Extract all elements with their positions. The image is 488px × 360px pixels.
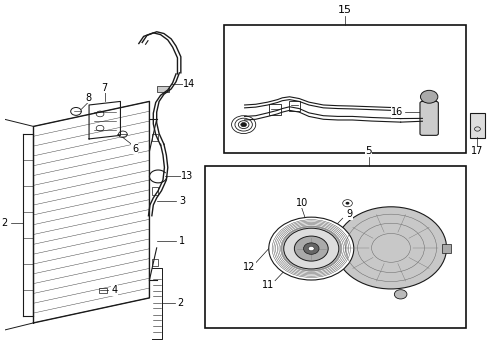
Text: 8: 8 (85, 93, 91, 103)
Text: 16: 16 (390, 107, 403, 117)
Text: 17: 17 (470, 147, 483, 157)
Bar (99, 288, 107, 293)
Text: 3: 3 (179, 197, 185, 206)
Text: 6: 6 (132, 144, 138, 154)
FancyBboxPatch shape (469, 113, 484, 138)
Bar (156, 86, 168, 93)
Text: 2: 2 (1, 218, 8, 228)
Text: 12: 12 (243, 262, 255, 272)
Circle shape (281, 226, 340, 271)
Circle shape (294, 236, 327, 261)
Circle shape (420, 90, 437, 103)
Text: 5: 5 (365, 147, 371, 157)
Bar (152, 258, 157, 266)
Text: 4: 4 (111, 285, 118, 295)
Circle shape (303, 243, 318, 254)
Circle shape (268, 217, 353, 280)
Circle shape (240, 122, 246, 127)
Bar (224, 24, 465, 153)
Bar (152, 134, 157, 141)
Text: 13: 13 (181, 171, 193, 181)
Circle shape (283, 228, 338, 269)
Text: 2: 2 (177, 298, 183, 308)
Circle shape (308, 247, 313, 251)
Text: 14: 14 (183, 78, 195, 89)
Circle shape (393, 290, 406, 299)
Bar (152, 187, 157, 195)
FancyBboxPatch shape (419, 102, 437, 135)
Bar (441, 244, 450, 253)
Bar (269, 104, 280, 115)
Circle shape (335, 207, 446, 289)
Text: 10: 10 (295, 198, 307, 208)
Circle shape (345, 202, 349, 204)
Text: 11: 11 (261, 280, 273, 291)
Text: 9: 9 (346, 209, 352, 219)
Text: 15: 15 (337, 5, 351, 15)
Text: 1: 1 (179, 236, 185, 246)
Bar (204, 166, 465, 328)
Text: 7: 7 (102, 83, 108, 93)
Bar (288, 101, 300, 111)
